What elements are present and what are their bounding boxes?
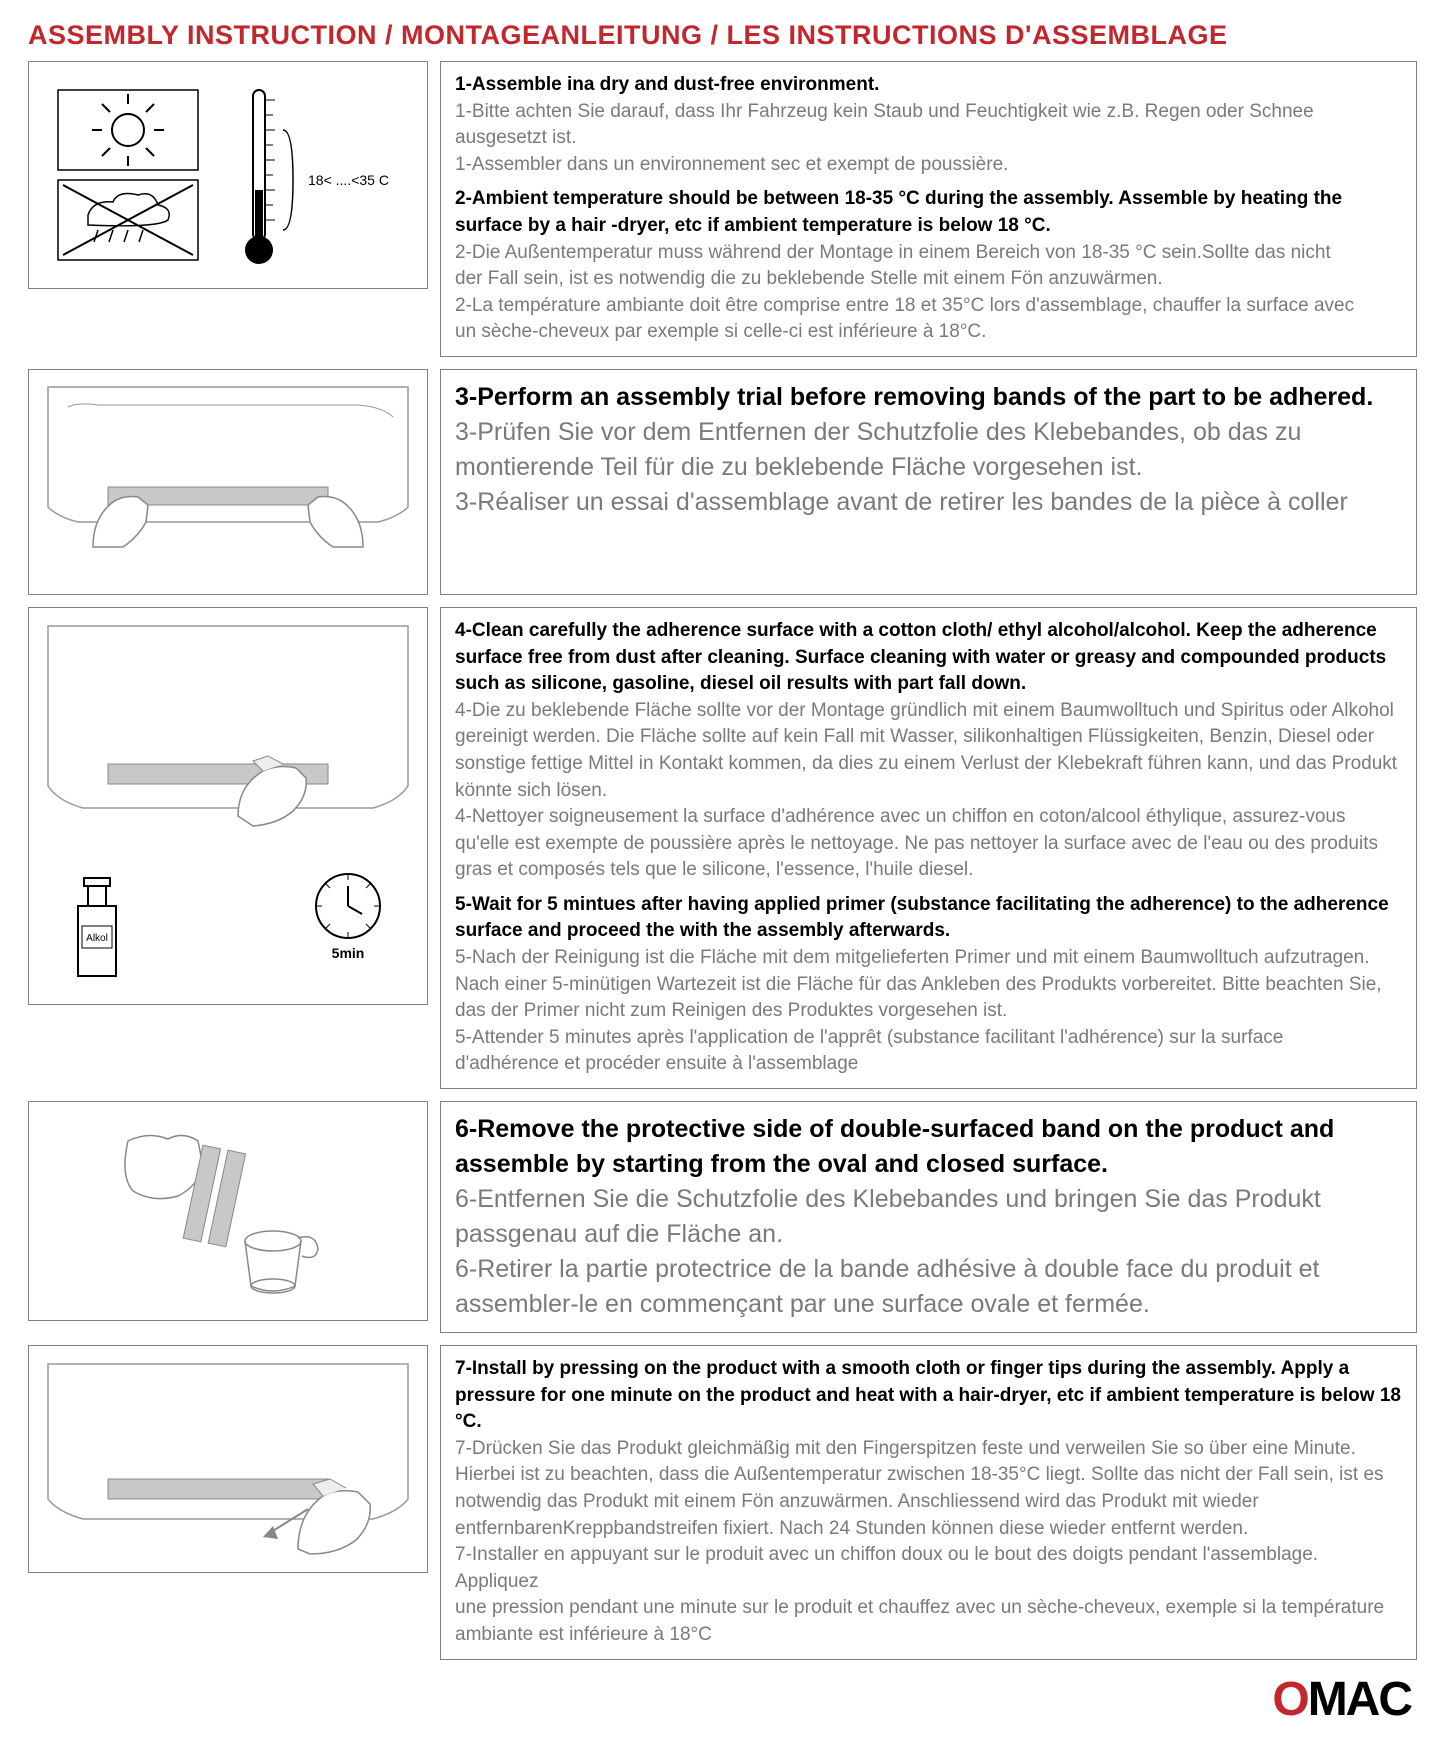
instruction-line: d'adhérence et procéder ensuite à l'asse… [455,1053,858,1074]
logo-mac: MAC [1308,1673,1411,1726]
instruction-line: 5-Attender 5 minutes après l'application… [455,1027,1283,1048]
instruction-line: 6-Remove the protective side of double-s… [455,1115,1334,1178]
instruction-line: 2-Ambient temperature should be between … [455,188,1342,236]
instruction-line: 5-Nach der Reinigung ist die Fläche mit … [455,947,1382,1021]
instruction-line: 4-Die zu beklebende Fläche sollte vor de… [455,700,1397,801]
illus-trial [28,369,428,595]
instruction-line: der Fall sein, ist es notwendig die zu b… [455,268,1163,289]
section-4: 6-Remove the protective side of double-s… [28,1101,1417,1333]
instruction-line: 1-Assembler dans un environnement sec et… [455,154,1008,175]
instruction-line: 6-Entfernen Sie die Schutzfolie des Kleb… [455,1185,1321,1248]
timer-label: 5min [332,945,365,961]
instruction-line: 2-La température ambiante doit être comp… [455,295,1354,316]
illus-press [28,1345,428,1573]
instruction-line: 4-Nettoyer soigneusement la surface d'ad… [455,806,1378,880]
instruction-line: 2-Die Außentemperatur muss während der M… [455,242,1331,263]
illus-temperature: 18< ....<35 C [28,61,428,289]
instruction-line: 1-Assemble ina dry and dust-free environ… [455,74,879,95]
instruction-line: 5-Wait for 5 mintues after having applie… [455,894,1389,942]
brand-logo: OMAC [28,1672,1417,1727]
temp-label: 18< ....<35 C [308,172,389,188]
instruction-line: 1-Bitte achten Sie darauf, dass Ihr Fahr… [455,101,1314,149]
instruction-line: 7-Installer en appuyant sur le produit a… [455,1544,1318,1592]
textbox-1: 1-Assemble ina dry and dust-free environ… [440,61,1417,357]
section-1: 18< ....<35 C 1-Assemble ina dry and dus… [28,61,1417,357]
instruction-line: 7-Install by pressing on the product wit… [455,1358,1401,1432]
textbox-2: 3-Perform an assembly trial before remov… [440,369,1417,595]
instruction-line: 3-Réaliser un essai d'assemblage avant d… [455,488,1348,516]
logo-o: O [1272,1673,1307,1726]
bottle-label: Alkol [86,933,108,944]
textbox-3: 4-Clean carefully the adherence surface … [440,607,1417,1089]
illus-clean: Alkol 5min [28,607,428,1005]
textbox-5: 7-Install by pressing on the product wit… [440,1345,1417,1660]
instruction-line: 7-Drücken Sie das Produkt gleichmäßig mi… [455,1438,1384,1539]
textbox-4: 6-Remove the protective side of double-s… [440,1101,1417,1333]
instruction-line: 6-Retirer la partie protectrice de la ba… [455,1255,1319,1318]
page-title: ASSEMBLY INSTRUCTION / MONTAGEANLEITUNG … [28,20,1417,51]
instruction-line: 3-Prüfen Sie vor dem Entfernen der Schut… [455,418,1301,481]
section-2: 3-Perform an assembly trial before remov… [28,369,1417,595]
instruction-line: une pression pendant une minute sur le p… [455,1597,1384,1645]
instruction-line: un sèche-cheveux par exemple si celle-ci… [455,321,986,342]
section-3: Alkol 5min 4-Clean carefully the adheren… [28,607,1417,1089]
instruction-line: 3-Perform an assembly trial before remov… [455,383,1373,411]
section-5: 7-Install by pressing on the product wit… [28,1345,1417,1660]
illus-remove [28,1101,428,1321]
instruction-line: 4-Clean carefully the adherence surface … [455,620,1386,694]
